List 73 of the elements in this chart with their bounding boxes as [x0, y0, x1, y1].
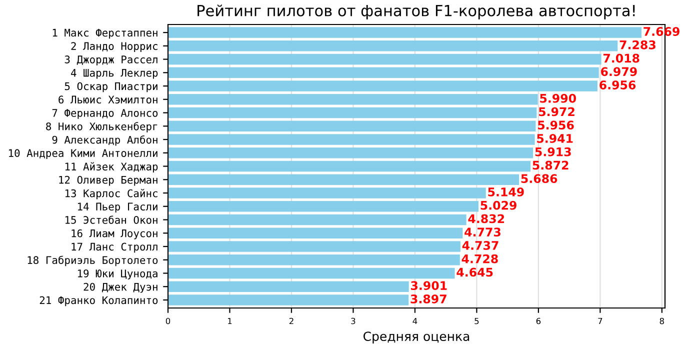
bar	[168, 80, 598, 92]
data-label: 7.018	[603, 54, 640, 63]
bar	[168, 228, 463, 238]
y-tick-label: 7 Фернандо Алонсо	[52, 109, 158, 119]
bar	[168, 281, 409, 292]
data-label: 3.901	[411, 281, 447, 290]
data-label: 5.972	[539, 107, 574, 116]
data-label: 5.872	[532, 160, 568, 170]
bar	[168, 160, 531, 172]
x-tick-label: 2	[289, 318, 294, 324]
y-tick-label: 21 Франко Колапинто	[40, 296, 158, 306]
data-label: 4.737	[462, 240, 498, 250]
y-tick-label: 15 Эстебан Окон	[65, 216, 158, 224]
y-tick-label: 16 Лиам Лоусон	[72, 229, 158, 240]
y-tick-label: 12 Оливер Берман	[59, 176, 158, 186]
x-tick-label: 6	[536, 318, 541, 324]
data-label: 5.149	[488, 188, 524, 196]
y-tick-label: 20 Джек Дуэн	[84, 282, 158, 293]
bar	[168, 107, 537, 118]
y-tick-label: 14 Пьер Гасли	[78, 202, 158, 213]
data-label: 4.645	[456, 268, 493, 277]
x-tick-label: 4	[412, 318, 418, 324]
data-label: 4.728	[462, 254, 498, 264]
y-tick-label: 8 Нико Хюлькенберг	[46, 122, 158, 132]
data-label: 5.686	[521, 174, 558, 184]
y-tick-label: 17 Ланс Стролл	[72, 242, 158, 253]
bar	[168, 294, 409, 306]
bar	[168, 268, 455, 279]
x-tick-label: 7	[598, 318, 602, 324]
bar	[168, 120, 536, 132]
y-tick-label: 2 Ландо Норрис	[71, 42, 158, 52]
y-tick-label: 11 Айзек Хаджар	[65, 162, 158, 173]
bar	[168, 201, 478, 212]
bar	[168, 54, 602, 65]
y-tick-label: 13 Карлос Сайнс	[65, 188, 158, 200]
bar	[168, 188, 486, 198]
bar	[168, 40, 618, 52]
data-label: 3.897	[410, 294, 446, 304]
y-tick-label: 3 Джордж Рассел	[64, 56, 158, 66]
data-label: 4.773	[464, 228, 500, 237]
bar	[168, 134, 535, 145]
y-tick-label: 1 Макс Ферстаппен	[52, 28, 158, 39]
bar	[168, 241, 460, 252]
data-label: 7.283	[620, 40, 656, 50]
data-label: 5.941	[537, 134, 573, 143]
bar	[168, 67, 599, 78]
x-tick-label: 1	[228, 318, 232, 324]
bar	[168, 174, 520, 185]
data-label: 5.913	[535, 147, 571, 156]
x-tick-label: 5	[474, 318, 479, 324]
y-tick-label: 6 Льюис Хэмилтон	[58, 96, 158, 104]
data-label: 5.956	[538, 120, 574, 130]
x-tick-label: 0	[166, 318, 170, 324]
bar	[168, 254, 460, 266]
y-tick-label: 4 Шарль Леклер	[71, 69, 158, 79]
y-tick-label: 9 Александр Албон	[52, 135, 158, 146]
x-axis-title: Средняя оценка	[363, 332, 470, 344]
data-label: 4.832	[468, 214, 504, 224]
x-tick-label: 8	[660, 318, 664, 324]
y-tick-label: 10 Андреа Кими Антонелли	[9, 149, 158, 160]
bar	[168, 94, 538, 105]
bar	[168, 27, 642, 38]
x-tick-label: 3	[351, 318, 356, 324]
y-tick-label: 5 Оскар Пиастри	[64, 82, 158, 92]
y-tick-label: 19 Юки Цунода	[78, 269, 158, 280]
y-tick-label: 18 Габриэль Бортолето	[28, 256, 158, 266]
data-label: 6.956	[600, 80, 636, 90]
bar	[168, 148, 534, 158]
data-label: 5.029	[480, 200, 516, 210]
data-label: 5.990	[540, 94, 576, 103]
data-label: 6.979	[601, 67, 637, 76]
bar	[168, 214, 466, 226]
chart-title: Рейтинг пилотов от фанатов F1-королева автоспорта!	[198, 4, 635, 20]
